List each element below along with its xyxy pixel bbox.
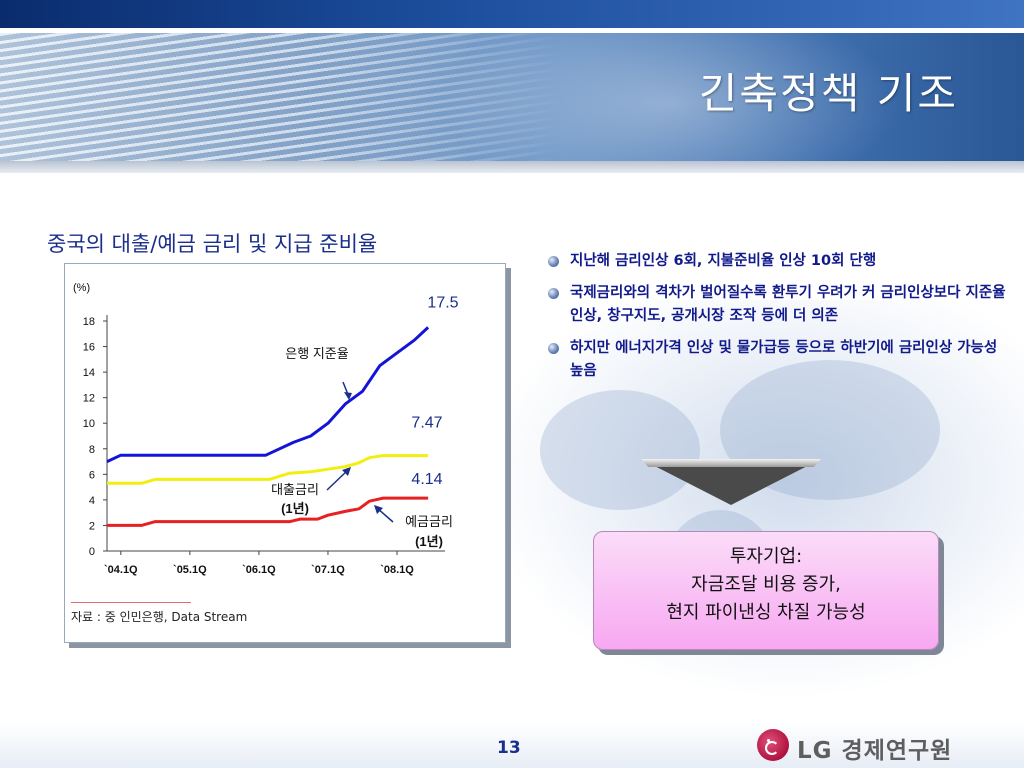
annotation-lending-label: 대출금리 — [271, 482, 319, 497]
footer-gradient — [0, 722, 1024, 768]
y-tick-label: 18 — [83, 316, 95, 328]
y-tick-label: 14 — [83, 367, 95, 379]
y-tick-label: 0 — [89, 546, 95, 558]
annotation-deposit-period: (1년) — [415, 534, 443, 549]
lg-logo-eye — [767, 739, 770, 742]
annotation-lending-period: (1년) — [281, 501, 309, 516]
x-tick-label: `04.1Q — [104, 564, 138, 576]
y-tick-label: 12 — [83, 393, 95, 405]
end-value-label: 4.14 — [411, 471, 442, 488]
x-tick-label: `05.1Q — [173, 564, 207, 576]
annotation-arrow — [326, 469, 349, 491]
series-line-deposit — [107, 496, 429, 527]
end-value-label: 17.5 — [427, 294, 458, 311]
y-tick-label: 16 — [83, 342, 95, 354]
bullet-text: 지난해 금리인상 6회, 지불준비율 인상 10회 단행 — [570, 253, 877, 269]
annotation-arrowhead — [374, 505, 383, 514]
chart-heading: 중국의 대출/예금 금리 및 지급 준비율 — [47, 232, 378, 256]
bullet-dot-icon — [548, 343, 559, 354]
bullet-item: 지난해 금리인상 6회, 지불준비율 인상 10회 단행 — [548, 250, 1008, 273]
banner-shine — [420, 33, 920, 161]
top-band — [0, 0, 1024, 28]
source-text: 자료 : 중 인민은행, Data Stream — [71, 610, 248, 624]
x-tick-label: `06.1Q — [242, 564, 276, 576]
result-line-1: 투자기업: — [729, 546, 803, 567]
down-arrow-highlight — [641, 459, 821, 467]
y-tick-label: 10 — [83, 418, 95, 430]
y-tick-label: 8 — [89, 444, 95, 456]
lg-logo-smile — [765, 741, 779, 755]
series-line-reserve — [106, 326, 430, 463]
banner-stripes — [0, 33, 560, 161]
slide-title: 긴축정책 기조 — [698, 69, 958, 118]
bullet-dot-icon — [548, 288, 559, 299]
y-tick-label: 6 — [89, 469, 95, 481]
y-tick-label: 4 — [89, 495, 95, 507]
bullet-text: 하지만 에너지가격 인상 및 물가급등 등으로 하반기에 금리인상 가능성 높음 — [570, 340, 998, 379]
title-banner — [0, 33, 1024, 161]
result-line-2: 자금조달 비용 증가, — [691, 574, 841, 595]
bullet-dot-icon — [548, 256, 559, 267]
x-tick-label: `08.1Q — [380, 564, 414, 576]
line-chart: 0 2 4 6 8 10 12 14 16 18 (%) `04.1Q `05.1Q `06.1Q `07.… — [73, 282, 459, 576]
x-tick-label: `07.1Q — [311, 564, 345, 576]
series-line-lending — [107, 454, 429, 485]
annotation-arrowhead — [344, 392, 352, 400]
annotation-deposit-label: 예금금리 — [405, 514, 453, 529]
y-unit-label: (%) — [73, 282, 90, 294]
bullet-list: 지난해 금리인상 6회, 지불준비율 인상 10회 단행 국제금리와의 격차가 … — [548, 250, 1008, 392]
result-line-3: 현지 파이낸싱 차질 가능성 — [666, 602, 866, 623]
y-tick-label: 2 — [89, 520, 95, 532]
lg-logo-icon — [757, 729, 789, 761]
result-box: 투자기업: 자금조달 비용 증가, 현지 파이낸싱 차질 가능성 — [593, 531, 939, 650]
chart-panel: 0 2 4 6 8 10 12 14 16 18 (%) `04.1Q `05.1Q `06.1Q `07.… — [64, 263, 506, 643]
banner-bottom-strip — [0, 161, 1024, 173]
annotation-arrowhead — [342, 467, 351, 476]
source-divider — [71, 602, 191, 603]
bullet-text: 국제금리와의 격차가 벌어질수록 환투기 우려가 커 금리인상보다 지준율 인상… — [570, 285, 1006, 324]
end-value-label: 7.47 — [411, 415, 442, 432]
lg-logo-text: LG 경제연구원 — [797, 738, 953, 764]
bullet-item: 국제금리와의 격차가 벌어질수록 환투기 우려가 커 금리인상보다 지준율 인상… — [548, 282, 1008, 328]
page-number: 13 — [497, 738, 521, 758]
bullet-item: 하지만 에너지가격 인상 및 물가급등 등으로 하반기에 금리인상 가능성 높음 — [548, 337, 1008, 383]
annotation-reserve: 은행 지준율 — [285, 346, 348, 361]
